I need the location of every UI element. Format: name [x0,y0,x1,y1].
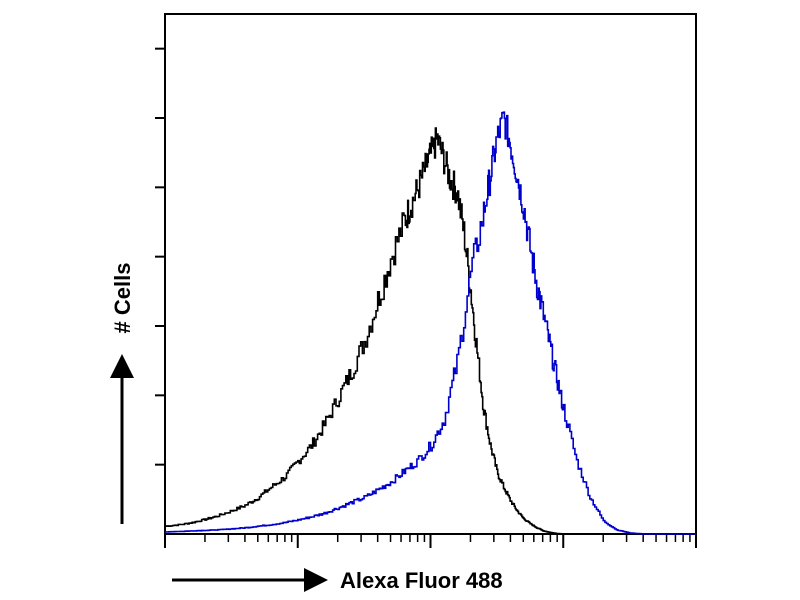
series-line-control [165,127,604,535]
y-axis-label: # Cells [110,263,135,334]
plot-frame [164,13,697,535]
plot-area [164,13,697,535]
x-axis-ticks [164,534,697,548]
series-group [165,111,696,535]
x-axis-label: Alexa Fluor 488 [340,568,503,593]
series-line-stained [165,111,696,535]
y-axis-ticks [155,47,165,466]
